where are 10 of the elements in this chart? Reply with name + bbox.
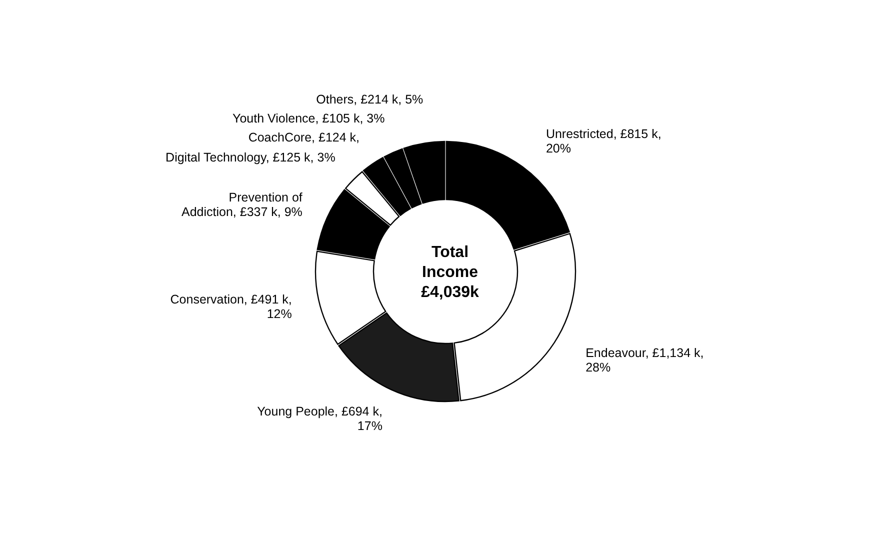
slice-label: Youth Violence, £105 k, 3%: [232, 112, 385, 126]
slice-label: Endeavour, £1,134 k, 28%: [586, 346, 704, 375]
slice-label: Young People, £694 k, 17%: [257, 404, 382, 434]
slice-label: CoachCore, £124 k,: [248, 130, 360, 145]
slice-label: Unrestricted, £815 k, 20%: [546, 126, 662, 156]
slice-label: Conservation, £491 k, 12%: [170, 292, 292, 322]
slice-label: Digital Technology, £125 k, 3%: [166, 150, 336, 165]
slice-label: Prevention of Addiction, £337 k, 9%: [181, 190, 303, 220]
slice-label: Others, £214 k, 5%: [316, 92, 424, 107]
text: Total Income £4,039k: [421, 244, 480, 301]
